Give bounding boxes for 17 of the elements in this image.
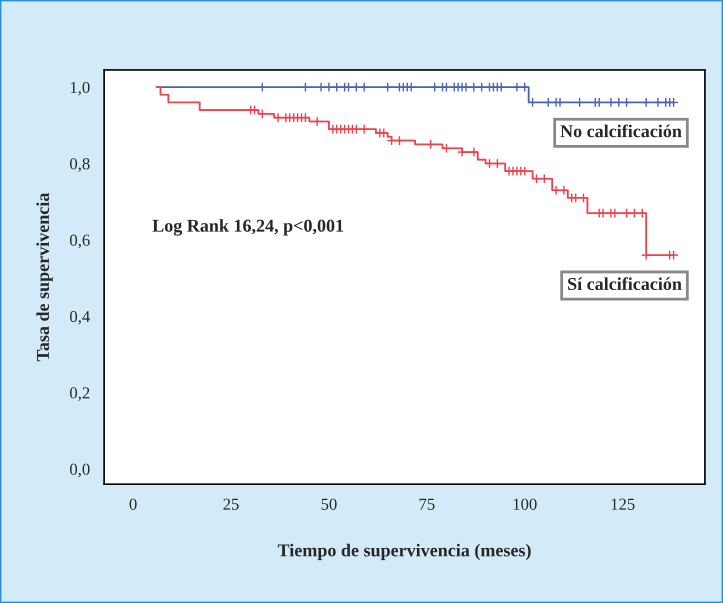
- y-tick-label: 0,8: [70, 158, 90, 172]
- x-tick-label: 50: [322, 498, 337, 510]
- y-tick-label: 1,0: [70, 82, 90, 96]
- y-tick-label: 0,2: [70, 387, 90, 401]
- y-tick-label: 0,4: [70, 310, 90, 325]
- x-axis-title: Tiempo de supervivencia (meses): [278, 544, 531, 560]
- x-tick-label: 100: [514, 498, 537, 510]
- x-tick-label: 0: [130, 498, 137, 510]
- series-label: Sí calcificación: [568, 277, 682, 290]
- y-axis-title: Tasa de supervivencia: [36, 192, 53, 362]
- x-tick-label: 75: [420, 498, 435, 510]
- x-tick-label: 25: [223, 498, 239, 510]
- series-label: No calcificación: [560, 124, 682, 138]
- x-tick-label: 125: [612, 498, 635, 510]
- y-tick-label: 0,6: [70, 234, 90, 248]
- y-tick-label: 0,0: [70, 464, 90, 478]
- annotation: Log Rank 16,24, p<0,001: [152, 219, 344, 236]
